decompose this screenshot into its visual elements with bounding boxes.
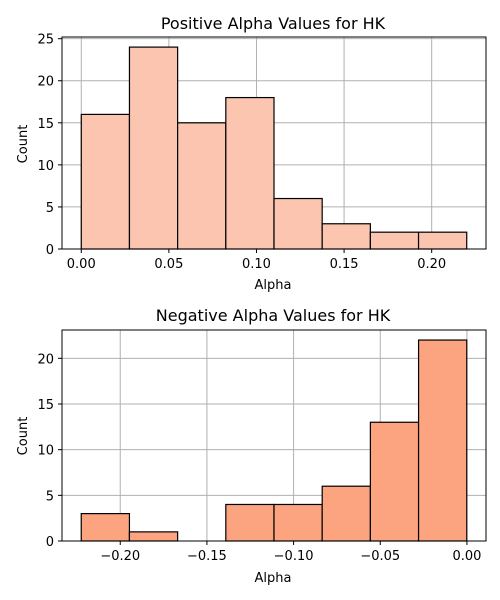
histogram-bar <box>225 96 275 250</box>
histogram-bar <box>80 512 131 542</box>
positive-alpha-histogram: Positive Alpha Values for HK Alpha Count… <box>16 14 487 293</box>
y-tick-label: 5 <box>46 201 54 216</box>
histogram-bar <box>128 531 179 542</box>
y-tick-label: 0 <box>46 243 54 258</box>
histogram-bar <box>369 421 420 542</box>
histogram-bar <box>273 503 323 542</box>
y-tick-label: 0 <box>46 535 54 550</box>
negative-alpha-histogram: Negative Alpha Values for HK Alpha Count… <box>16 306 487 586</box>
histogram-bar <box>369 231 420 250</box>
y-axis-label: Count <box>16 417 31 456</box>
x-axis-label: Alpha <box>255 571 292 586</box>
y-tick-label: 10 <box>37 159 54 174</box>
y-tick-label: 5 <box>46 489 54 504</box>
histogram-bar <box>321 485 371 542</box>
x-tick-label: −0.05 <box>360 549 400 564</box>
histogram-bar <box>177 122 227 250</box>
x-tick-label: 0.00 <box>67 257 96 272</box>
x-tick-label: −0.20 <box>100 549 140 564</box>
x-axis-label: Alpha <box>255 278 292 293</box>
histogram-bar <box>273 197 323 250</box>
histogram-bar <box>225 503 275 542</box>
y-tick-label: 20 <box>37 75 54 90</box>
x-tick-label: 0.00 <box>452 549 481 564</box>
histogram-bar <box>128 46 179 250</box>
y-tick-label: 15 <box>37 398 54 413</box>
histogram-bar <box>417 339 468 542</box>
x-tick-label: 0.05 <box>154 257 183 272</box>
plot-frame <box>61 329 487 542</box>
y-tick-label: 15 <box>37 117 54 132</box>
x-tick-label: −0.10 <box>274 549 314 564</box>
histogram-bar <box>417 231 468 250</box>
y-tick-label: 20 <box>37 352 54 367</box>
histogram-bar <box>321 223 371 250</box>
x-tick-label: 0.10 <box>242 257 271 272</box>
y-tick-label: 25 <box>37 33 54 48</box>
chart-title: Negative Alpha Values for HK <box>156 306 391 325</box>
y-tick-label: 10 <box>37 444 54 459</box>
chart-title: Positive Alpha Values for HK <box>161 14 386 33</box>
plot-frame <box>61 36 487 250</box>
x-tick-label: 0.15 <box>330 257 359 272</box>
histogram-bar <box>80 113 131 250</box>
y-axis-label: Count <box>16 125 31 164</box>
x-tick-label: 0.20 <box>417 257 446 272</box>
x-tick-label: −0.15 <box>187 549 227 564</box>
